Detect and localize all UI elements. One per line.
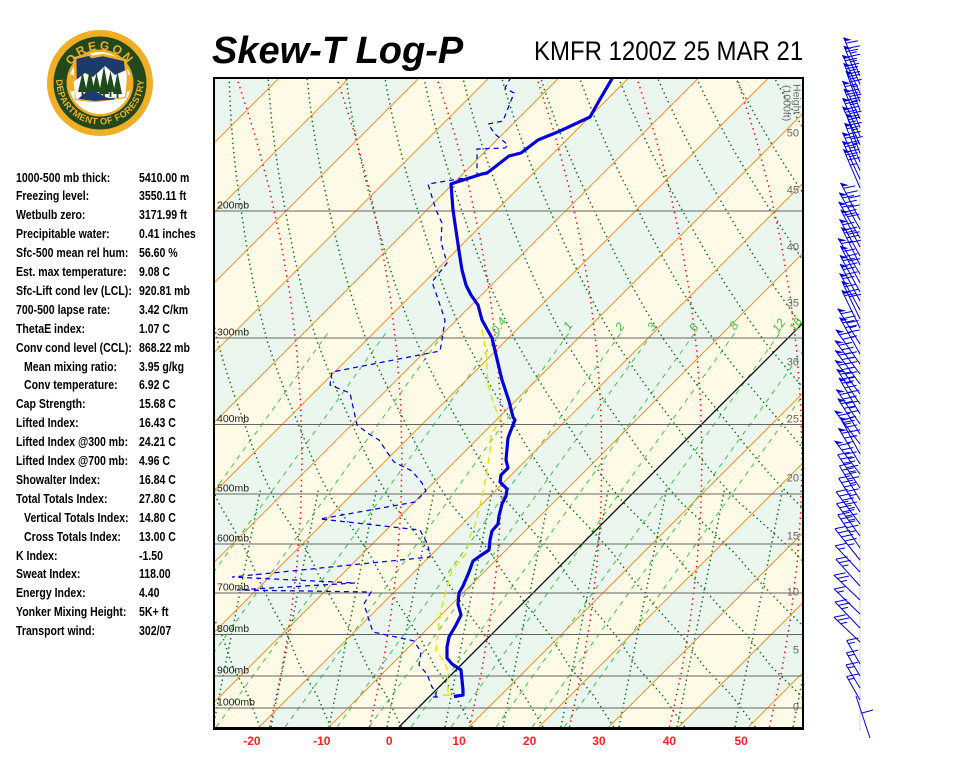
- svg-text:(1000ft): (1000ft): [781, 85, 793, 121]
- svg-text:200mb: 200mb: [217, 200, 249, 212]
- svg-text:16: 16: [786, 315, 805, 334]
- svg-text:400mb: 400mb: [217, 413, 249, 425]
- svg-text:Height: Height: [791, 84, 803, 114]
- svg-text:20: 20: [787, 473, 799, 485]
- svg-text:600mb: 600mb: [217, 533, 249, 545]
- svg-text:40: 40: [787, 242, 799, 254]
- svg-text:10: 10: [787, 587, 799, 599]
- svg-text:30: 30: [787, 357, 799, 369]
- svg-text:5: 5: [793, 645, 799, 657]
- svg-text:900mb: 900mb: [217, 665, 249, 677]
- svg-text:1000mb: 1000mb: [217, 697, 255, 709]
- svg-text:15: 15: [787, 531, 799, 543]
- svg-text:300mb: 300mb: [217, 327, 249, 339]
- svg-text:700mb: 700mb: [217, 582, 249, 594]
- svg-text:0: 0: [793, 702, 799, 714]
- svg-text:25: 25: [787, 414, 799, 426]
- svg-text:50: 50: [787, 128, 799, 140]
- svg-text:500mb: 500mb: [217, 483, 249, 495]
- svg-text:800mb: 800mb: [217, 623, 249, 635]
- svg-text:35: 35: [787, 298, 799, 310]
- svg-text:45: 45: [787, 185, 799, 197]
